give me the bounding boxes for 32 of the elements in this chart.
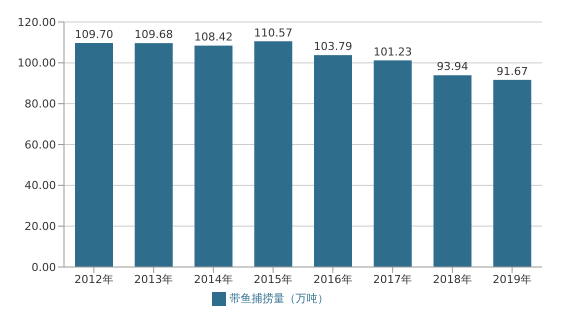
data-label: 93.94: [436, 60, 468, 74]
bar: [75, 43, 113, 267]
y-tick-label: 0.00: [32, 260, 56, 274]
bar: [314, 55, 352, 267]
data-label: 91.67: [496, 64, 528, 78]
data-label: 103.79: [314, 40, 352, 54]
y-tick-label: 40.00: [24, 179, 56, 192]
x-tick-label: 2019年: [492, 272, 532, 286]
data-label: 101.23: [374, 45, 412, 58]
bar: [134, 43, 173, 267]
data-label: 109.70: [74, 28, 114, 42]
bar: [194, 46, 232, 267]
x-tick-label: 2018年: [432, 272, 472, 286]
bar: [493, 80, 532, 267]
y-tick-label: 60.00: [24, 138, 56, 152]
x-tick-label: 2013年: [134, 272, 174, 286]
y-tick-label: 120.00: [18, 16, 56, 29]
y-tick-label: 80.00: [24, 98, 56, 111]
data-label: 108.42: [194, 30, 233, 44]
bar: [374, 60, 412, 267]
x-tick-label: 2016年: [313, 272, 352, 286]
x-tick-label: 2017年: [373, 272, 412, 286]
x-tick-label: 2012年: [74, 272, 114, 286]
x-tick-label: 2014年: [194, 272, 233, 286]
data-label: 110.57: [254, 26, 292, 40]
bar: [254, 41, 292, 267]
y-tick-label: 20.00: [24, 220, 56, 234]
bar: [434, 75, 472, 267]
x-tick-label: 2015年: [254, 272, 293, 286]
legend-label: 带鱼捕捞量（万吨）: [230, 292, 328, 305]
y-tick-label: 100.00: [18, 56, 56, 70]
data-label: 109.68: [134, 28, 173, 42]
